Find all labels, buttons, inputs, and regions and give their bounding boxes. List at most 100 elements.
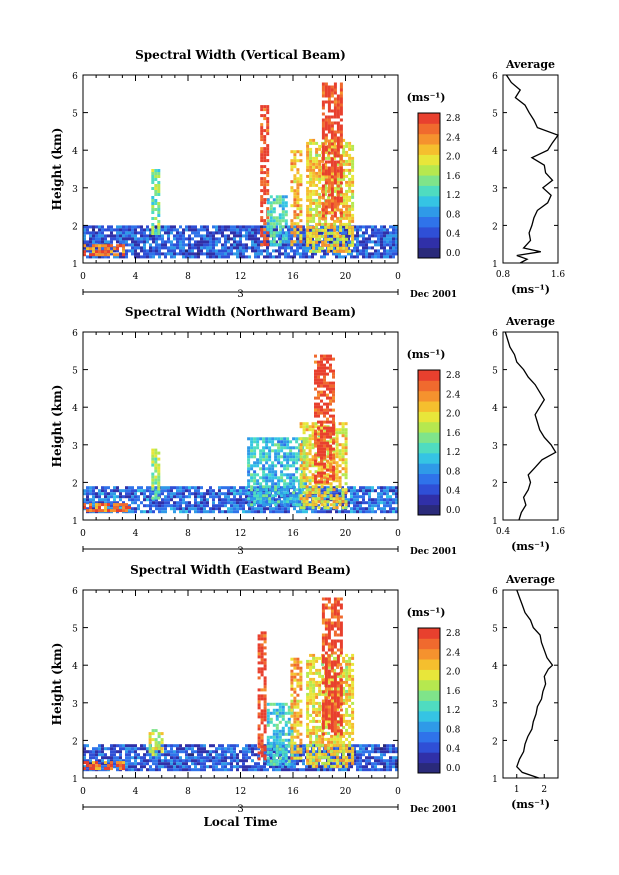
heatmap-cell: [287, 768, 290, 772]
heatmap-cell: [203, 756, 206, 760]
heatmap-cell: [191, 756, 194, 760]
heatmap-cell: [320, 255, 323, 259]
heatmap-cell: [293, 744, 296, 748]
heatmap-cell: [125, 503, 128, 507]
colorbar-tick-label: 0.4: [446, 230, 461, 240]
heatmap-cell: [188, 510, 191, 514]
heatmap-cell: [295, 494, 299, 498]
heatmap-cell: [257, 649, 261, 653]
heatmap-cell: [348, 213, 352, 217]
heatmap-cell: [380, 243, 383, 247]
heatmap-cell: [284, 510, 287, 514]
heatmap-cell: [365, 231, 368, 235]
heatmap-cell: [170, 756, 173, 760]
heatmap-cell: [125, 509, 128, 513]
heatmap-cell: [176, 486, 179, 490]
heatmap-cell: [176, 237, 179, 241]
heatmap-cell: [137, 762, 140, 766]
heatmap-cell: [272, 708, 276, 712]
heatmap-cell: [339, 249, 343, 253]
heatmap-cell: [263, 201, 267, 205]
heatmap-cell: [272, 201, 276, 205]
heatmap-cell: [329, 414, 332, 418]
heatmap-cell: [350, 510, 353, 514]
heatmap-cell: [290, 684, 294, 688]
heatmap-cell: [128, 753, 131, 757]
heatmap-cell: [278, 732, 282, 736]
heatmap-cell: [269, 765, 272, 769]
heatmap-cell: [185, 756, 188, 760]
heatmap-cell: [154, 460, 158, 464]
heatmap-cell: [227, 507, 230, 511]
heatmap-cell: [161, 225, 164, 229]
heatmap-cell: [143, 240, 146, 244]
heatmap-cell: [392, 747, 395, 751]
heatmap-cell: [287, 246, 290, 250]
heatmap-cell: [332, 458, 336, 462]
heatmap-cell: [326, 473, 330, 477]
heatmap-cell: [119, 234, 122, 238]
heatmap-cell: [89, 247, 92, 251]
heatmap-cell: [86, 231, 89, 235]
heatmap-cell: [254, 249, 257, 253]
heatmap-cell: [329, 456, 332, 460]
heatmap-cell: [347, 240, 350, 244]
heatmap-cell: [263, 703, 267, 707]
heatmap-cell: [380, 486, 383, 490]
heatmap-cell: [157, 487, 161, 491]
heatmap-cell: [326, 366, 329, 370]
heatmap-cell: [351, 165, 355, 169]
heatmap-cell: [332, 426, 335, 430]
heatmap-cell: [209, 231, 212, 235]
heatmap-cell: [326, 252, 329, 256]
colorbar-swatch: [418, 195, 440, 207]
heatmap-cell: [309, 231, 313, 235]
heatmap-cell: [311, 422, 315, 426]
heatmap-cell: [351, 225, 355, 229]
colorbar-swatch: [418, 463, 440, 474]
heatmap-cell: [146, 504, 149, 508]
heatmap-cell: [320, 390, 323, 394]
heatmap-cell: [182, 498, 185, 502]
heatmap-cell: [296, 240, 299, 244]
heatmap-cell: [321, 190, 325, 194]
heatmap-cell: [119, 225, 122, 229]
heatmap-cell: [188, 240, 191, 244]
heatmap-cell: [212, 495, 215, 499]
heatmap-cell: [125, 231, 128, 235]
heatmap-cell: [167, 237, 170, 241]
heatmap-cell: [339, 157, 343, 161]
heatmap-cell: [371, 225, 374, 229]
heatmap-cell: [122, 244, 125, 248]
heatmap-cell: [271, 485, 275, 489]
heatmap-cell: [250, 497, 254, 501]
heatmap-cell: [332, 423, 335, 427]
heatmap-cell: [212, 750, 215, 754]
heatmap-cell: [326, 510, 329, 514]
heatmap-cell: [224, 498, 227, 502]
heatmap-cell: [101, 240, 104, 244]
heatmap-cell: [326, 432, 329, 436]
heatmap-cell: [290, 699, 294, 703]
heatmap-cell: [260, 243, 264, 247]
heatmap-cell: [272, 210, 276, 214]
heatmap-cell: [164, 504, 167, 508]
heatmap-cell: [329, 234, 332, 238]
colorbar-tick-label: 2.0: [446, 153, 461, 163]
heatmap-cell: [332, 417, 335, 421]
heatmap-cell: [284, 768, 287, 772]
heatmap-cell: [324, 91, 328, 95]
heatmap-cell: [380, 237, 383, 241]
heatmap-cell: [339, 234, 343, 238]
heatmap-cell: [308, 434, 312, 438]
heatmap-cell: [242, 504, 245, 508]
heatmap-cell: [224, 240, 227, 244]
heatmap-cell: [98, 237, 101, 241]
heatmap-cell: [320, 768, 323, 772]
heatmap-cell: [324, 148, 328, 152]
heatmap-cell: [329, 503, 333, 507]
heatmap-cell: [151, 226, 155, 229]
heatmap-cell: [230, 252, 233, 256]
heatmap-cell: [218, 252, 221, 256]
heatmap-cell: [320, 432, 323, 436]
